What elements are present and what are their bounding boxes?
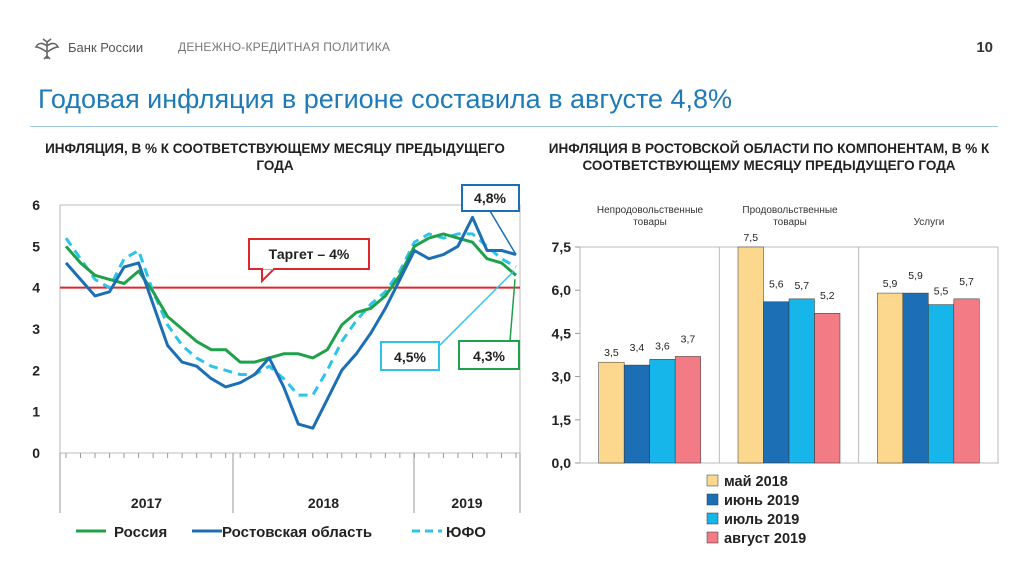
target-callout-label: Таргет – 4%: [269, 246, 350, 262]
callout-russia-pointer: [509, 279, 516, 342]
slide-title: Годовая инфляция в регионе составила в а…: [38, 84, 733, 114]
bar-data-label: 5,9: [908, 270, 923, 282]
callout-russia-box: [458, 340, 520, 370]
series-russia-line: [64, 232, 517, 364]
bar-1-3: [877, 292, 904, 464]
bar-data-label: 7,5: [743, 232, 758, 244]
y-tick-label: 6: [32, 197, 40, 213]
bar-data-label: 5,5: [934, 286, 949, 298]
legend-label: июнь 2019: [724, 493, 799, 509]
header-section-title: ДЕНЕЖНО-КРЕДИТНАЯ ПОЛИТИКА: [178, 40, 391, 54]
target-callout-pointer: [261, 268, 277, 284]
y-tick-label: 2: [32, 362, 40, 378]
bar-2-1: [623, 364, 650, 464]
inflation-line-chart: 0 1 2 3 4 5 6 2017 2018 2019 Таргет – 4% 4,8% 4,5%…: [32, 184, 521, 541]
series-yufo-line: [64, 232, 517, 397]
year-label: 2017: [131, 495, 162, 511]
callout-yufo-box: [380, 341, 440, 371]
legend-swatch: [706, 493, 719, 506]
legend-russia-label: Россия: [114, 524, 167, 541]
year-label: 2018: [308, 495, 339, 511]
legend-swatch: [706, 512, 719, 525]
year-label: 2019: [451, 495, 482, 511]
callout-rostov-box: [461, 184, 520, 212]
legend-yufo-label: ЮФО: [446, 524, 486, 541]
bar-2-2: [763, 301, 790, 464]
bar-3-1: [649, 359, 676, 464]
bar-data-label: 5,6: [769, 279, 784, 291]
bank-eagle-logo-icon: [34, 38, 60, 60]
bar-data-label: 3,7: [681, 333, 696, 345]
callout-rostov-label: 4,8%: [474, 190, 506, 206]
legend-label: июль 2019: [724, 512, 799, 528]
legend-rostov-label: Ростовская область: [222, 524, 372, 541]
bar-data-label: 5,7: [794, 280, 809, 292]
y-tick-label: 1: [32, 404, 40, 420]
bar-3-3: [928, 304, 955, 464]
bar-data-label: 5,2: [820, 290, 835, 302]
y-tick-label: 1,5: [552, 412, 572, 428]
y-tick-label: 0: [32, 445, 40, 461]
y-tick-label: 0,0: [552, 455, 572, 471]
target-callout-box: [248, 238, 370, 270]
line-chart-title: ИНФЛЯЦИЯ, В % К СООТВЕТСТВУЮЩЕМУ МЕСЯЦУ …: [45, 141, 505, 173]
bar-1-2: [737, 246, 764, 464]
bar-3-2: [788, 298, 815, 464]
bar-4-2: [814, 312, 841, 464]
category-label: Услуги: [914, 217, 945, 228]
y-tick-label: 6,0: [552, 282, 572, 298]
legend-swatch: [706, 474, 719, 487]
y-tick-label: 7,5: [552, 239, 572, 255]
callout-yufo-label: 4,5%: [394, 349, 426, 365]
y-tick-label: 3,0: [552, 369, 572, 385]
bar-1-1: [598, 361, 625, 464]
bar-data-label: 5,9: [883, 278, 898, 290]
series-rostov-line: [64, 215, 517, 430]
y-tick-label: 5: [32, 238, 40, 254]
bar-data-label: 3,4: [630, 342, 645, 354]
category-label: Непродовольственные товары: [597, 205, 704, 228]
title-divider: [30, 126, 998, 127]
legend-label: май 2018: [724, 474, 788, 490]
bar-data-label: 5,7: [959, 276, 974, 288]
callout-russia-label: 4,3%: [473, 348, 505, 364]
y-tick-label: 3: [32, 321, 40, 337]
bar-data-label: 3,5: [604, 347, 619, 359]
bar-4-3: [953, 298, 980, 464]
y-tick-label: 4: [32, 280, 40, 296]
callout-rostov-pointer: [489, 210, 517, 255]
bar-4-1: [674, 356, 701, 464]
legend-label: август 2019: [724, 531, 806, 547]
page-number: 10: [976, 39, 993, 56]
bar-2-3: [902, 292, 929, 464]
plot-frame: [59, 204, 521, 454]
category-label: Продовольственные товары: [742, 205, 838, 228]
callout-yufo-pointer: [438, 270, 515, 347]
bar-data-label: 3,6: [655, 340, 670, 352]
components-bar-chart: Непродовольственные товары Продовольственн…: [552, 205, 999, 547]
bar-chart-title: ИНФЛЯЦИЯ В РОСТОВСКОЙ ОБЛАСТИ ПО КОМПОНЕ…: [548, 141, 990, 173]
header-logo-text: Банк России: [68, 40, 144, 55]
legend-swatch: [706, 531, 719, 544]
y-tick-label: 4,5: [552, 325, 572, 341]
